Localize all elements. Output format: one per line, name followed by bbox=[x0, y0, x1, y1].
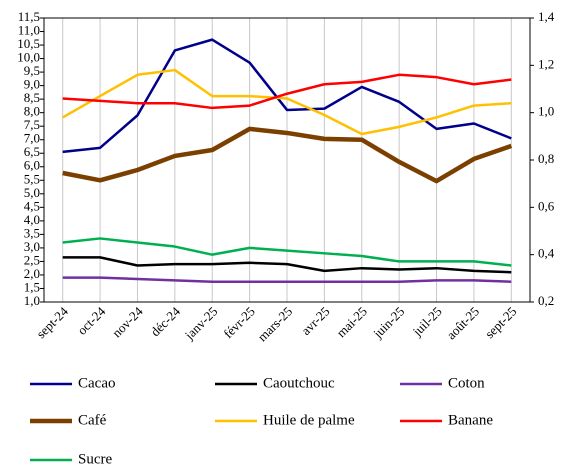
y2-tick-label: 1,0 bbox=[538, 104, 554, 119]
y-tick-label: 5,0 bbox=[24, 185, 40, 200]
x-tick-label: janv-25 bbox=[181, 304, 220, 343]
y-tick-label: 10,5 bbox=[17, 36, 40, 51]
series-line bbox=[62, 68, 512, 136]
y-tick-label: 2,0 bbox=[24, 266, 40, 281]
x-tick-label: août-25 bbox=[443, 304, 482, 343]
y2-tick-label: 0,8 bbox=[538, 151, 554, 166]
y2-tick-label: 1,4 bbox=[538, 9, 555, 24]
y2-tick-label: 0,2 bbox=[538, 293, 554, 308]
series-line bbox=[62, 256, 512, 274]
y-tick-label: 11,5 bbox=[18, 9, 40, 24]
y-tick-label: 3,5 bbox=[24, 225, 40, 240]
x-tick-label: oct-24 bbox=[74, 303, 108, 337]
legend-label: Banane bbox=[448, 412, 493, 428]
y-tick-label: 8,5 bbox=[24, 90, 40, 105]
y-tick-label: 4,0 bbox=[24, 212, 40, 227]
series-line bbox=[62, 276, 512, 283]
y-tick-label: 6,0 bbox=[24, 158, 40, 173]
x-tick-label: juil-25 bbox=[409, 304, 445, 340]
x-tick-label: mai-25 bbox=[333, 304, 370, 341]
y-tick-label: 5,5 bbox=[24, 171, 40, 186]
series-line bbox=[62, 126, 513, 184]
y-tick-label: 4,5 bbox=[24, 198, 40, 213]
y-tick-label: 1,5 bbox=[24, 279, 40, 294]
y2-tick-label: 1,2 bbox=[538, 56, 554, 71]
y-tick-label: 7,0 bbox=[24, 131, 40, 146]
x-tick-label: févr-25 bbox=[220, 304, 257, 341]
x-tick-label: juin-25 bbox=[370, 304, 408, 342]
series-line bbox=[62, 237, 512, 267]
x-tick-label: avr-25 bbox=[298, 304, 332, 338]
legend-label: Huile de palme bbox=[263, 412, 355, 428]
y-tick-label: 10,0 bbox=[17, 50, 40, 65]
legend-label: Sucre bbox=[78, 451, 112, 466]
x-tick-label: sept-25 bbox=[482, 304, 520, 342]
legend-label: Coton bbox=[448, 375, 485, 391]
x-tick-label: mars-25 bbox=[254, 304, 295, 345]
y-tick-label: 1,0 bbox=[24, 293, 40, 308]
y-tick-label: 7,5 bbox=[24, 117, 40, 132]
x-tick-label: déc-24 bbox=[147, 303, 183, 339]
y2-tick-label: 0,4 bbox=[538, 246, 555, 261]
y-tick-label: 8,0 bbox=[24, 104, 40, 119]
series-line bbox=[62, 38, 512, 154]
x-tick-label: sept-24 bbox=[33, 303, 71, 341]
legend-label: Cacao bbox=[78, 375, 115, 391]
y-tick-label: 9,5 bbox=[24, 63, 40, 78]
y-tick-label: 3,0 bbox=[24, 239, 40, 254]
y-tick-label: 2,5 bbox=[24, 252, 40, 267]
y-tick-label: 9,0 bbox=[24, 77, 40, 92]
legend-label: Caoutchouc bbox=[263, 375, 335, 391]
x-tick-label: nov-24 bbox=[109, 303, 146, 340]
legend-label: Café bbox=[78, 412, 107, 428]
series-line bbox=[62, 73, 512, 110]
y2-tick-label: 0,6 bbox=[538, 198, 555, 213]
y-tick-label: 6,5 bbox=[24, 144, 40, 159]
y-tick-label: 11,0 bbox=[18, 23, 40, 38]
